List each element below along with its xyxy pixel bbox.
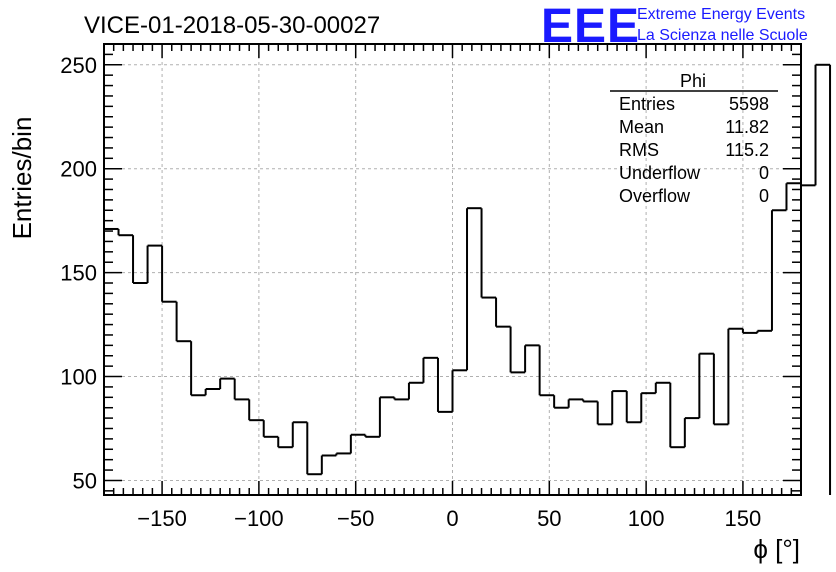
- stats-label-overflow: Overflow: [619, 186, 691, 206]
- histogram-bin: [625, 391, 642, 424]
- logo-mark: EEE: [541, 0, 640, 53]
- x-tick-label: −50: [337, 506, 374, 531]
- histogram-bin: [814, 63, 831, 186]
- histogram-bin: [190, 341, 206, 397]
- histogram-bin: [611, 390, 627, 425]
- histogram-bin: [495, 297, 511, 328]
- histogram-bin: [524, 344, 540, 373]
- histogram-bin: [248, 399, 264, 422]
- histogram-bin: [640, 392, 656, 423]
- histogram-bin: [741, 328, 758, 334]
- y-tick-label: 250: [60, 53, 97, 78]
- histogram-bin: [335, 452, 351, 456]
- histogram-bin: [727, 327, 743, 425]
- histogram-bin: [436, 357, 453, 413]
- histogram-bin: [277, 436, 293, 449]
- histogram-bin: [262, 420, 279, 438]
- x-tick-label: 50: [537, 506, 561, 531]
- histogram-bin: [480, 208, 497, 299]
- histogram-bin: [233, 378, 250, 401]
- histogram-bin: [132, 235, 148, 285]
- histogram-bin: [422, 356, 438, 383]
- axis-tick-labels: −150 −100 −50 0 50 100 150 50 100 150 200 250: [60, 53, 761, 531]
- histogram-bin: [393, 397, 409, 401]
- histogram-bin: [756, 329, 772, 333]
- stats-label-entries: Entries: [619, 94, 675, 114]
- axis-ticks: [104, 43, 801, 495]
- y-axis-label: Entries/bin: [7, 117, 37, 240]
- histogram-bin: [553, 395, 569, 409]
- logo-line2: La Scienza nelle Scuole: [637, 27, 808, 44]
- histogram-bin: [596, 401, 613, 426]
- histogram-bin: [785, 182, 801, 211]
- histogram-bin: [538, 345, 555, 397]
- histogram-bin: [306, 422, 322, 476]
- histogram-bin: [567, 398, 584, 408]
- histogram-bin: [378, 396, 395, 437]
- histogram-bin: [509, 326, 526, 374]
- grid-lines: [104, 44, 801, 495]
- histogram-bin: [466, 207, 482, 371]
- x-axis-label: ϕ [°]: [753, 534, 800, 564]
- histogram-bins: [104, 63, 832, 495]
- histogram-bin: [146, 244, 163, 284]
- histogram-bin: [204, 388, 221, 396]
- stats-label-underflow: Underflow: [619, 163, 701, 183]
- y-tick-label: 50: [73, 468, 97, 493]
- histogram-bin: [770, 209, 787, 331]
- histogram-bin: [683, 417, 700, 448]
- x-tick-label: 150: [725, 506, 762, 531]
- histogram-bin: [291, 421, 308, 448]
- histogram-bin: [161, 245, 177, 303]
- logo-line1: Extreme Energy Events: [637, 6, 805, 23]
- stats-label-rms: RMS: [619, 140, 659, 160]
- y-tick-label: 100: [60, 365, 97, 390]
- x-tick-label: 0: [446, 506, 458, 531]
- stats-label-mean: Mean: [619, 117, 664, 137]
- histogram-bin: [349, 433, 366, 454]
- histogram-bin: [800, 183, 816, 187]
- histogram-bin: [451, 369, 468, 412]
- x-tick-label: 100: [628, 506, 665, 531]
- histogram-bin: [654, 381, 671, 394]
- histogram-bin: [320, 454, 337, 475]
- x-tick-label: −100: [234, 506, 284, 531]
- stats-value-overflow: 0: [759, 186, 769, 206]
- eee-logo: EEE Extreme Energy Events La Scienza nel…: [541, 0, 808, 53]
- stats-value-entries: 5598: [729, 94, 769, 114]
- chart-title: VICE-01-2018-05-30-00027: [84, 12, 380, 39]
- stats-value-mean: 11.82: [725, 117, 769, 137]
- x-tick-label: −150: [137, 506, 187, 531]
- histogram-bin: [698, 352, 714, 419]
- histogram-bin: [117, 228, 134, 237]
- stats-box: Phi Entries 5598 Mean 11.82 RMS 115.2 Un…: [610, 71, 778, 206]
- histogram-bin: [219, 377, 235, 390]
- histogram-bin: [407, 381, 424, 400]
- histogram-bin: [364, 434, 380, 438]
- histogram-bin: [175, 301, 192, 343]
- histogram-bin: [669, 382, 685, 449]
- stats-value-underflow: 0: [759, 163, 769, 183]
- histogram-bin: [582, 399, 598, 403]
- stats-title: Phi: [680, 71, 706, 91]
- histogram-bin: [712, 353, 729, 426]
- y-tick-label: 200: [60, 157, 97, 182]
- y-tick-label: 150: [60, 261, 97, 286]
- stats-value-rms: 115.2: [725, 140, 769, 160]
